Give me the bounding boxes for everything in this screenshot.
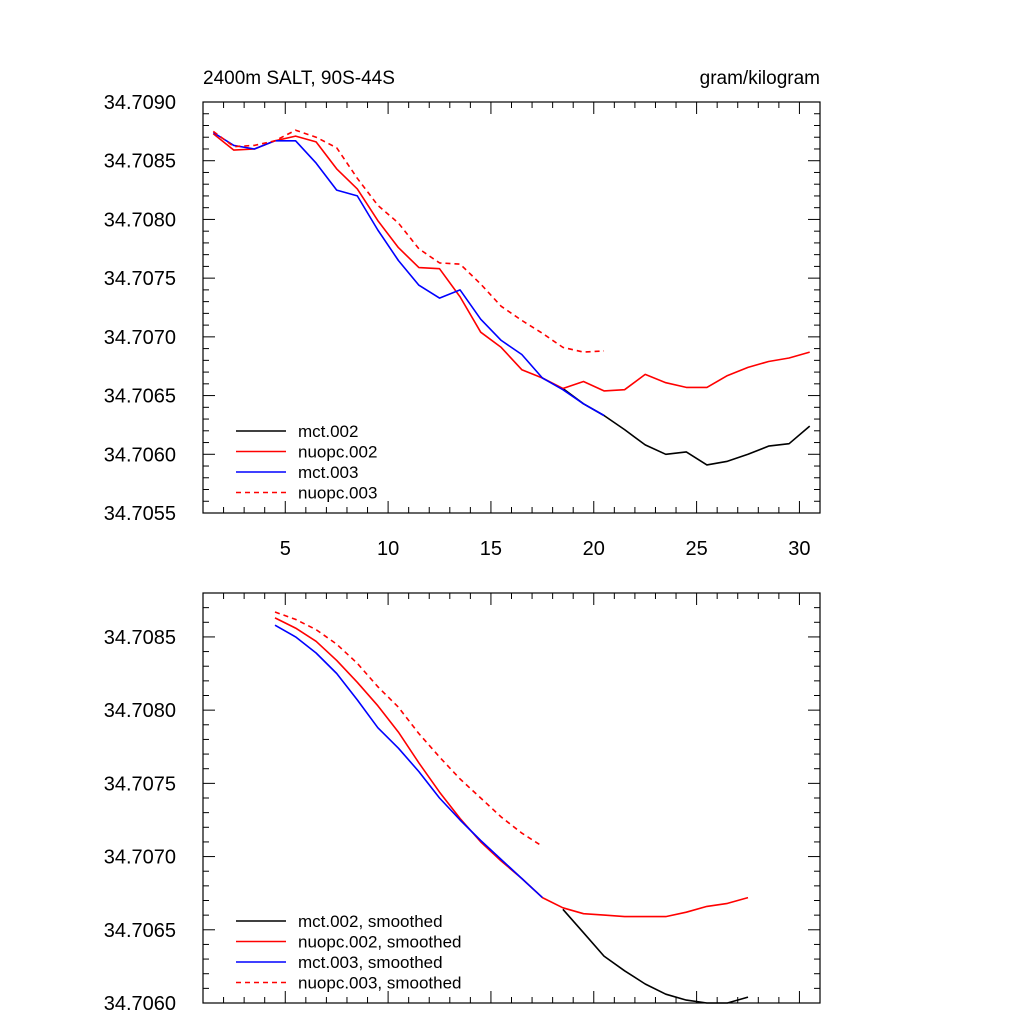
- legend-label: mct.002: [298, 422, 358, 441]
- y-tick-label: 34.7090: [104, 92, 176, 114]
- legend-label: mct.003, smoothed: [298, 953, 443, 972]
- y-tick-label: 34.7085: [104, 151, 176, 173]
- series-line-2: [274, 617, 749, 918]
- series-line-1: [562, 908, 749, 1004]
- y-tick-label: 34.7075: [104, 773, 176, 795]
- y-tick-label: 34.7075: [104, 268, 176, 290]
- y-tick-label: 34.7070: [104, 327, 176, 349]
- y-tick-label: 34.7065: [104, 386, 176, 408]
- y-tick-label: 34.7070: [104, 847, 176, 869]
- x-tick-label: 10: [377, 538, 399, 560]
- y-tick-label: 34.7065: [104, 920, 176, 942]
- series-line-3: [274, 624, 543, 899]
- legend-label: nuopc.003: [298, 484, 377, 503]
- units-label: gram/kilogram: [700, 68, 820, 89]
- chart-title: 2400m SALT, 90S-44S: [203, 68, 395, 89]
- series-line-2: [212, 133, 810, 392]
- series-line-1: [562, 387, 811, 466]
- x-tick-label: 15: [480, 538, 502, 560]
- y-tick-label: 34.7060: [104, 993, 176, 1015]
- legend-label: mct.002, smoothed: [298, 912, 443, 931]
- y-tick-label: 34.7080: [104, 209, 176, 231]
- x-tick-label: 20: [583, 538, 605, 560]
- plot-frame: [202, 101, 821, 514]
- y-tick-label: 34.7060: [104, 444, 176, 466]
- series-line-4: [212, 129, 605, 353]
- legend-label: nuopc.002: [298, 443, 377, 462]
- y-tick-label: 34.7055: [104, 503, 176, 525]
- legend-label: nuopc.002, smoothed: [298, 933, 462, 952]
- y-tick-label: 34.7080: [104, 700, 176, 722]
- chart-panel-2: 34.7060 34.7065 34.7070 34.7075 34.7080 34.70…: [104, 592, 821, 1015]
- series-line-3: [212, 131, 605, 417]
- x-tick-label: 30: [788, 538, 810, 560]
- y-tick-label: 34.7085: [104, 627, 176, 649]
- plot-frame: [202, 592, 821, 1004]
- chart-panel-1: 5 10 15 20 25 30 34.7055 34.7060 34.7065 34.7070 3…: [104, 68, 821, 560]
- legend-label: nuopc.003, smoothed: [298, 974, 462, 993]
- series-line-4: [274, 611, 543, 847]
- x-tick-label: 25: [685, 538, 707, 560]
- legend-label: mct.003: [298, 463, 358, 482]
- x-tick-label: 5: [280, 538, 291, 560]
